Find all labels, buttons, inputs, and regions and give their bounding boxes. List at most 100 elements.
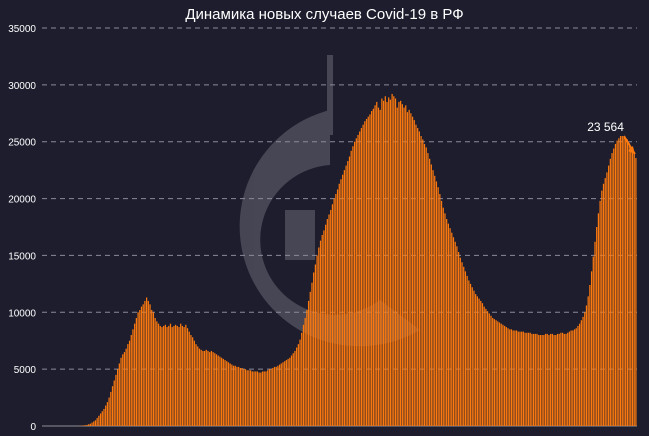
bar xyxy=(348,156,351,426)
bar xyxy=(423,143,426,427)
bar xyxy=(243,369,245,426)
bar xyxy=(342,174,344,426)
bar xyxy=(277,365,279,426)
bar xyxy=(635,158,637,427)
bar xyxy=(134,323,136,426)
bar xyxy=(227,362,230,426)
bar xyxy=(619,136,622,426)
bar xyxy=(616,140,618,426)
bar xyxy=(543,335,545,426)
bar xyxy=(614,143,617,427)
bar xyxy=(493,319,496,426)
bar xyxy=(572,330,574,426)
bar xyxy=(268,369,270,426)
bar xyxy=(403,107,405,426)
bar xyxy=(185,324,187,426)
bar xyxy=(440,200,443,426)
bar xyxy=(299,339,301,426)
bar xyxy=(539,335,542,426)
bar xyxy=(384,96,386,426)
bar xyxy=(239,368,241,426)
bar xyxy=(157,323,160,426)
bar xyxy=(548,335,550,426)
bar xyxy=(123,352,126,426)
bar xyxy=(186,328,189,426)
bar xyxy=(606,172,608,426)
bar xyxy=(526,332,528,426)
bar xyxy=(418,131,421,427)
bar xyxy=(270,369,272,426)
bar xyxy=(135,317,137,426)
bar xyxy=(231,364,233,426)
bar xyxy=(394,98,397,426)
bar xyxy=(396,107,398,426)
bar xyxy=(275,366,277,426)
bar xyxy=(541,335,543,426)
bar xyxy=(256,371,259,426)
bar xyxy=(579,323,581,426)
annotation-layer: 23 564 xyxy=(587,120,636,155)
bar xyxy=(623,137,625,427)
bar xyxy=(471,287,473,426)
bar xyxy=(560,332,562,426)
bar xyxy=(406,112,409,427)
bar xyxy=(531,333,533,426)
bar xyxy=(611,153,613,426)
bar xyxy=(357,134,359,426)
bar xyxy=(336,189,339,426)
bar xyxy=(555,335,557,426)
bar xyxy=(468,280,470,426)
bar xyxy=(306,310,308,426)
bar xyxy=(550,333,552,426)
bar xyxy=(538,335,540,426)
bar xyxy=(492,317,494,426)
bar xyxy=(602,183,605,426)
bar xyxy=(84,425,86,426)
bar xyxy=(408,109,410,427)
bar xyxy=(304,317,306,426)
annotation-label: 23 564 xyxy=(587,120,624,134)
bar xyxy=(377,107,380,426)
bar xyxy=(209,352,211,426)
bar xyxy=(437,187,439,426)
bar xyxy=(232,365,235,426)
bar xyxy=(309,291,311,426)
bar xyxy=(568,331,571,426)
bar xyxy=(212,352,214,426)
bar xyxy=(325,224,327,426)
bar xyxy=(480,300,482,426)
bar xyxy=(481,303,484,426)
bar xyxy=(596,227,598,426)
bar xyxy=(130,335,132,426)
bar xyxy=(573,329,576,426)
bar xyxy=(219,356,221,426)
bar xyxy=(285,360,288,426)
bar xyxy=(577,325,579,426)
bar xyxy=(205,349,207,426)
bar xyxy=(505,327,507,426)
bar xyxy=(352,146,354,426)
bar xyxy=(197,346,199,426)
bar xyxy=(570,330,572,426)
bar xyxy=(335,194,337,426)
bar xyxy=(504,325,506,426)
bar xyxy=(289,357,291,426)
bar xyxy=(255,371,257,426)
bar xyxy=(628,142,630,426)
bar xyxy=(382,100,385,426)
bar xyxy=(452,237,455,426)
bar xyxy=(296,347,298,426)
bar xyxy=(163,325,165,426)
bar xyxy=(152,312,155,426)
bar xyxy=(500,323,502,426)
bar xyxy=(519,331,521,426)
bar xyxy=(111,386,114,426)
bar xyxy=(359,131,361,427)
bar xyxy=(507,328,509,426)
bar xyxy=(469,283,472,426)
bar xyxy=(432,170,434,426)
bar xyxy=(475,294,477,426)
bar xyxy=(202,350,204,426)
bar xyxy=(91,422,93,426)
bar xyxy=(198,348,201,426)
